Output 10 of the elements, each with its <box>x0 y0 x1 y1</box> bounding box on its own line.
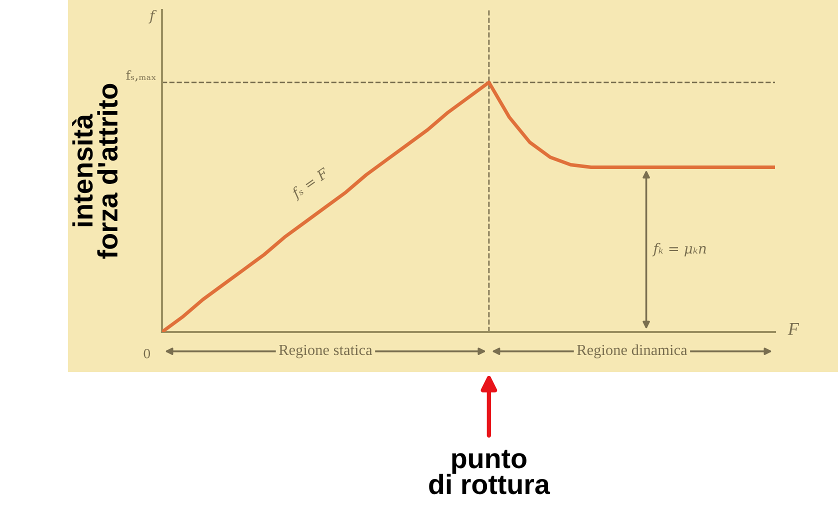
text: fₛ,ₘₐₓ <box>126 70 156 82</box>
y-axis-title: intensità forza d'attrito <box>72 84 118 259</box>
text: punto di rottura <box>429 450 550 494</box>
annotation: fₖ = μₖn <box>652 242 706 256</box>
text: 0 <box>144 348 150 358</box>
text: f <box>148 10 157 24</box>
annotation: fₛ = F <box>290 166 332 202</box>
x-axis-title: F <box>788 323 800 335</box>
text: Regione dinamica <box>577 344 688 358</box>
text: Regione statica <box>279 344 372 358</box>
